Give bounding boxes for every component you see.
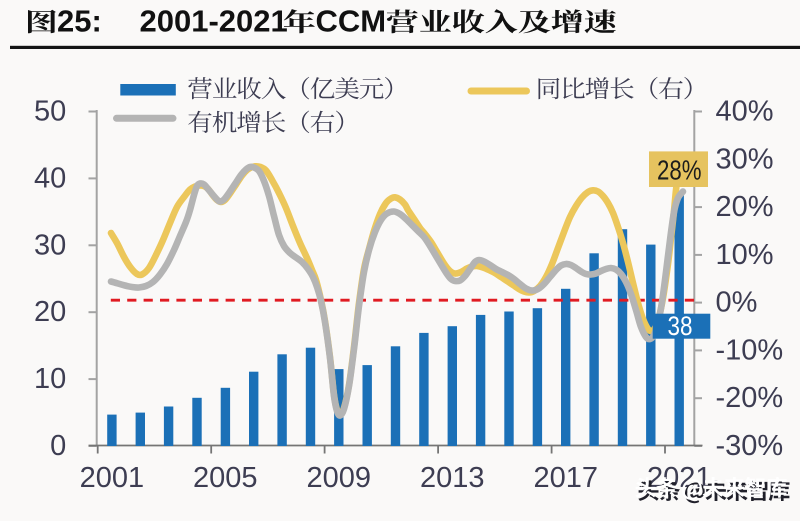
svg-text:0: 0 xyxy=(50,430,66,462)
svg-text:CCM: CCM xyxy=(316,3,387,38)
svg-text:2021: 2021 xyxy=(647,462,712,494)
svg-text:2017: 2017 xyxy=(534,462,599,494)
svg-text:-20%: -20% xyxy=(716,382,784,414)
svg-text:40%: 40% xyxy=(716,96,774,128)
svg-text:0%: 0% xyxy=(716,287,758,319)
svg-text:28%: 28% xyxy=(657,155,702,186)
svg-text:20%: 20% xyxy=(716,191,774,223)
svg-text:38: 38 xyxy=(668,311,693,341)
svg-text:30: 30 xyxy=(34,229,66,261)
svg-text:50: 50 xyxy=(34,96,66,128)
svg-text:40: 40 xyxy=(34,162,66,194)
svg-text:20: 20 xyxy=(34,296,66,328)
svg-text:2013: 2013 xyxy=(420,462,485,494)
svg-text:10: 10 xyxy=(34,363,66,395)
svg-text:10%: 10% xyxy=(716,239,774,271)
svg-text:2009: 2009 xyxy=(307,462,372,494)
svg-text:2005: 2005 xyxy=(193,462,258,494)
svg-text:-30%: -30% xyxy=(716,430,784,462)
svg-text:25:: 25: xyxy=(57,3,102,38)
svg-text:2001-2021: 2001-2021 xyxy=(140,3,288,38)
svg-text:2001: 2001 xyxy=(80,462,145,494)
svg-text:-10%: -10% xyxy=(716,334,784,366)
svg-text:30%: 30% xyxy=(716,143,774,175)
